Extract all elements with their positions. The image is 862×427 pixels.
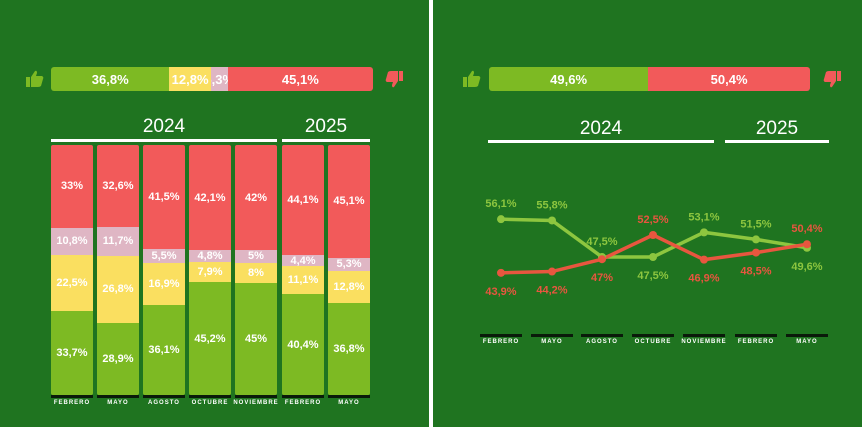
- disapprove-point: [497, 269, 505, 277]
- disapprove-point: [649, 231, 657, 239]
- disapprove-data-label: 50,4%: [791, 223, 822, 235]
- approve-data-label: 49,6%: [791, 261, 822, 273]
- month-label: AGOSTO: [577, 339, 627, 345]
- disapprove-data-label: 47%: [591, 272, 613, 284]
- disapprove-data-label: 46,9%: [688, 273, 719, 285]
- approve-data-label: 53,1%: [688, 211, 719, 223]
- disapprove-point: [752, 249, 760, 257]
- axis-tick: [480, 334, 522, 337]
- line-chart: 56,1% 55,8% 47,5% 47,5% 53,1% 51,5% 49,6% 43,9%…: [0, 0, 862, 427]
- month-label: OCTUBRE: [628, 339, 678, 345]
- month-label: MAYO: [782, 339, 832, 345]
- disapprove-point: [598, 255, 606, 263]
- month-label: NOVIEMBRE: [679, 339, 729, 345]
- approve-data-label: 51,5%: [740, 218, 771, 230]
- approve-point: [548, 216, 556, 224]
- axis-tick: [683, 334, 725, 337]
- approve-data-label: 47,5%: [586, 236, 617, 248]
- approve-point: [649, 253, 657, 261]
- disapprove-data-label: 52,5%: [637, 214, 668, 226]
- axis-tick: [632, 334, 674, 337]
- month-label: MAYO: [527, 339, 577, 345]
- month-label: FEBRERO: [731, 339, 781, 345]
- disapprove-point: [803, 240, 811, 248]
- approve-point: [700, 228, 708, 236]
- approve-point: [497, 215, 505, 223]
- axis-tick: [735, 334, 777, 337]
- disapprove-data-label: 44,2%: [536, 285, 567, 297]
- axis-tick: [581, 334, 623, 337]
- approve-data-label: 47,5%: [637, 270, 668, 282]
- disapprove-data-label: 48,5%: [740, 266, 771, 278]
- disapprove-point: [700, 256, 708, 264]
- month-label: FEBRERO: [476, 339, 526, 345]
- approve-point: [752, 235, 760, 243]
- axis-tick: [531, 334, 573, 337]
- axis-tick: [786, 334, 828, 337]
- approve-data-label: 56,1%: [485, 198, 516, 210]
- approve-data-label: 55,8%: [536, 199, 567, 211]
- disapprove-data-label: 43,9%: [485, 286, 516, 298]
- disapprove-point: [548, 268, 556, 276]
